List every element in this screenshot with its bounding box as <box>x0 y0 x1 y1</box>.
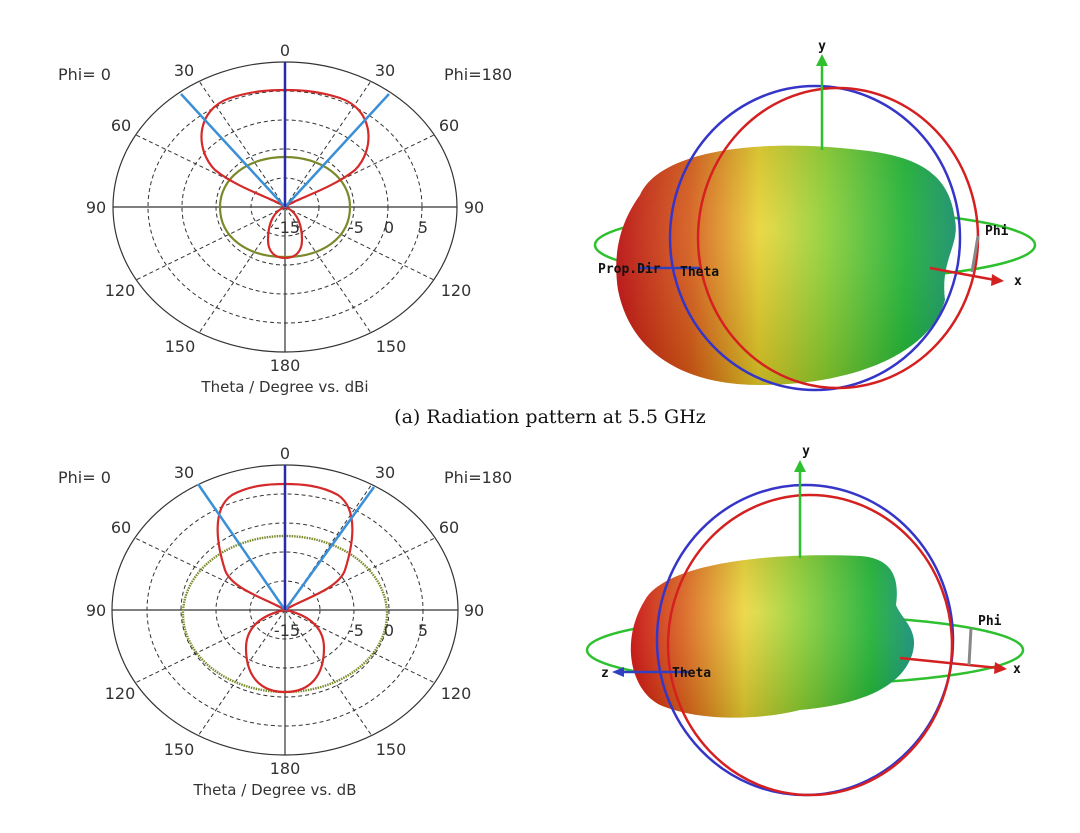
z-axis-arrowhead <box>612 667 624 677</box>
angle-label-60-right: 60 <box>439 518 459 537</box>
grid-spoke <box>135 206 286 281</box>
axis-label-y: y <box>818 39 826 54</box>
phi-right-label: Phi=180 <box>444 468 512 487</box>
lobe-shading <box>616 145 956 385</box>
axis-label-y: y <box>802 444 810 459</box>
grid-spoke <box>284 609 373 737</box>
axis-label-phi: Phi <box>978 614 1002 629</box>
beam-marker-left <box>196 483 287 611</box>
axis-label-z: z <box>601 666 609 681</box>
x-axis-arrowhead <box>991 274 1004 286</box>
x-axis-arrow <box>929 266 996 282</box>
polar-plot-bottom: 0 30 30 60 60 90 90 120 120 150 150 180 … <box>58 444 512 799</box>
polar-axis-caption: Theta / Degree vs. dB <box>193 781 357 799</box>
grid-spoke <box>284 206 372 334</box>
angle-label-120-left: 120 <box>105 281 136 300</box>
x-axis-arrowhead <box>994 662 1007 674</box>
angle-label-180: 180 <box>270 759 301 778</box>
radial-label: 0 <box>384 218 394 237</box>
phi-left-label: Phi= 0 <box>58 468 111 487</box>
grid-spoke <box>198 80 286 208</box>
meridian-ring <box>668 84 962 392</box>
angle-label-150-right: 150 <box>376 337 407 356</box>
radial-label: -15 <box>274 218 300 237</box>
angle-label-120-right: 120 <box>441 684 472 703</box>
polar-plot-top: 0 30 30 60 60 90 90 120 120 150 150 180 … <box>58 41 512 396</box>
angle-label-0: 0 <box>280 41 290 60</box>
polar-axis-caption: Theta / Degree vs. dBi <box>200 378 368 396</box>
figure-caption: (a) Radiation pattern at 5.5 GHz <box>394 406 706 428</box>
angle-label-90-right: 90 <box>464 601 484 620</box>
angle-label-0: 0 <box>280 444 290 463</box>
grid-spoke <box>197 609 286 737</box>
radial-label: 5 <box>418 218 428 237</box>
angle-label-60-left: 60 <box>111 116 131 135</box>
radial-label: -5 <box>348 218 364 237</box>
angle-label-60-left: 60 <box>111 518 131 537</box>
angle-label-180: 180 <box>270 356 301 375</box>
grid-spoke <box>284 80 372 208</box>
angle-label-150-left: 150 <box>164 740 195 759</box>
angle-label-90-right: 90 <box>464 198 484 217</box>
y-axis-arrowhead <box>816 54 828 66</box>
phi-arrow <box>970 235 980 273</box>
grid-spoke <box>284 483 373 611</box>
pattern-3d-top: y x Phi Prop.Dir Theta <box>593 39 1037 392</box>
axis-label-phi: Phi <box>985 224 1009 239</box>
angle-label-30-right: 30 <box>375 463 395 482</box>
lobe-shading <box>630 555 915 718</box>
angle-label-30-right: 30 <box>375 61 395 80</box>
x-axis-arrow <box>899 656 999 670</box>
angle-label-90-left: 90 <box>86 601 106 620</box>
beam-marker-right <box>284 93 390 208</box>
angle-label-150-left: 150 <box>165 337 196 356</box>
meridian-ring <box>666 493 954 797</box>
angle-label-150-right: 150 <box>376 740 407 759</box>
radial-label: 5 <box>418 621 428 640</box>
angle-label-90-left: 90 <box>86 198 106 217</box>
axis-label-theta: Theta <box>672 666 711 681</box>
phi-arrow <box>967 627 973 666</box>
angle-label-30-left: 30 <box>174 463 194 482</box>
axis-label-x: x <box>1014 274 1022 289</box>
grid-spoke <box>134 609 286 684</box>
angle-label-60-right: 60 <box>439 116 459 135</box>
radial-label: 0 <box>384 621 394 640</box>
grid-spoke <box>198 206 286 334</box>
radial-label: -15 <box>274 621 300 640</box>
beam-marker-left <box>180 93 286 208</box>
axis-label-theta: Theta <box>680 265 719 280</box>
angle-label-120-left: 120 <box>105 684 136 703</box>
phi-left-label: Phi= 0 <box>58 65 111 84</box>
beam-marker-right <box>283 486 376 611</box>
axis-label-x: x <box>1013 662 1021 677</box>
y-axis-arrowhead <box>794 460 806 472</box>
radial-label: -5 <box>348 621 364 640</box>
phi-right-label: Phi=180 <box>444 65 512 84</box>
angle-label-120-right: 120 <box>441 281 472 300</box>
axis-label-prop-dir: Prop.Dir <box>598 262 661 277</box>
angle-label-30-left: 30 <box>174 61 194 80</box>
pattern-3d-bottom: y x z Phi Theta <box>585 444 1025 797</box>
